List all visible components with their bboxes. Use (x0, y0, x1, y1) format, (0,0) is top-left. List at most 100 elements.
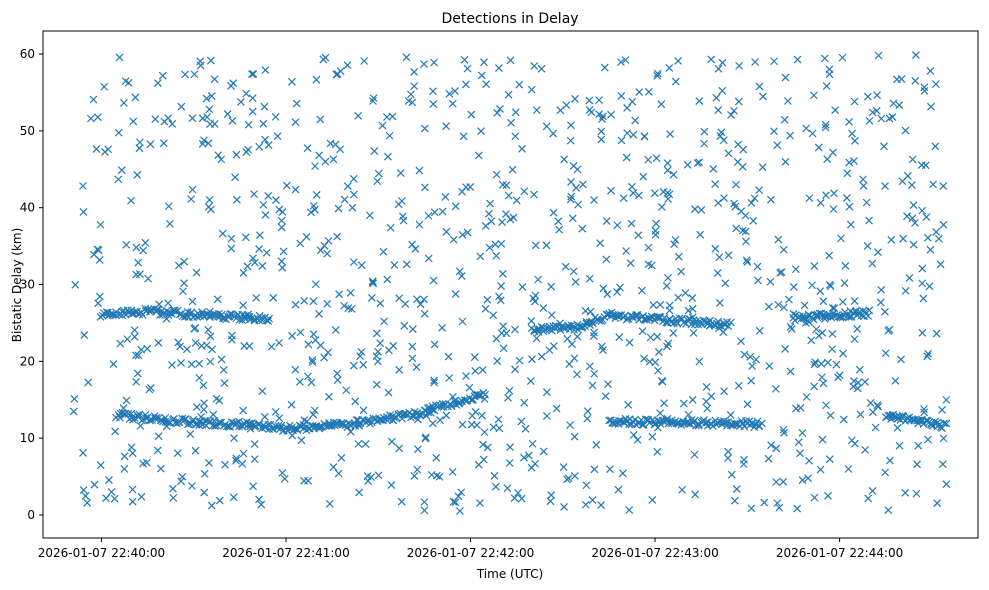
data-point (767, 441, 776, 450)
data-point (658, 377, 667, 386)
data-point (195, 359, 204, 368)
data-point (821, 123, 830, 132)
data-point (110, 494, 119, 503)
data-point (273, 132, 282, 141)
data-point (545, 322, 554, 331)
data-point (826, 282, 835, 291)
data-point (410, 67, 419, 76)
data-point (942, 395, 951, 404)
data-point (404, 97, 413, 105)
data-point (911, 219, 919, 227)
data-point (504, 90, 513, 99)
data-point (177, 102, 186, 111)
data-point (859, 181, 868, 190)
data-point (515, 80, 524, 89)
data-point (634, 231, 643, 240)
data-point (442, 411, 451, 420)
data-point (188, 114, 197, 123)
data-point (669, 170, 678, 179)
data-point (648, 432, 657, 441)
data-point (881, 307, 889, 316)
data-point (372, 352, 381, 361)
data-point (192, 403, 201, 411)
data-point (823, 358, 832, 367)
data-point (920, 408, 929, 417)
x-tick-label: 2026-01-07 22:43:00 (591, 546, 718, 560)
data-point (665, 190, 674, 199)
data-point (252, 293, 261, 302)
data-point (506, 443, 514, 452)
data-point (411, 244, 420, 253)
data-point (227, 244, 236, 253)
data-point (703, 404, 712, 413)
data-point (414, 445, 422, 454)
data-point (530, 297, 539, 306)
data-point (340, 301, 349, 310)
data-point (374, 471, 383, 480)
data-point (80, 331, 89, 340)
data-point (842, 193, 851, 202)
data-point (261, 210, 270, 219)
data-point (346, 288, 355, 297)
data-point (596, 239, 605, 248)
data-point (590, 328, 598, 337)
data-point (485, 243, 494, 252)
data-point (865, 306, 874, 315)
data-point (874, 51, 883, 60)
data-point (260, 412, 269, 421)
data-point (249, 482, 258, 491)
data-point (323, 299, 332, 308)
data-point (721, 279, 730, 288)
data-point (617, 136, 626, 145)
data-point (505, 386, 514, 395)
data-point (786, 323, 795, 331)
data-point (549, 208, 558, 217)
data-point (816, 198, 825, 207)
data-point (213, 295, 222, 304)
data-point (206, 56, 215, 65)
data-point (754, 276, 762, 285)
data-point (210, 120, 219, 128)
data-point (726, 411, 735, 419)
data-point (232, 150, 241, 159)
data-point (674, 56, 682, 65)
data-point (438, 400, 447, 408)
data-point (720, 387, 729, 396)
data-point (669, 329, 678, 337)
data-point (174, 261, 183, 270)
data-point (499, 344, 508, 353)
data-point (395, 294, 404, 303)
data-point (518, 283, 527, 291)
data-point (563, 475, 571, 484)
data-point (119, 99, 128, 107)
data-point (887, 235, 896, 244)
data-point (560, 155, 569, 164)
data-point (239, 269, 248, 277)
data-point (595, 110, 604, 119)
data-point (251, 422, 260, 430)
data-point (942, 419, 951, 428)
data-point (424, 254, 433, 263)
data-point (899, 234, 908, 243)
data-point (517, 494, 526, 503)
data-point (936, 260, 945, 269)
data-point (566, 136, 575, 145)
data-point (408, 342, 417, 351)
data-point (542, 412, 551, 420)
data-point (423, 404, 432, 413)
data-point (323, 249, 332, 258)
data-point (438, 207, 447, 216)
data-point (743, 400, 752, 409)
data-point (209, 410, 218, 419)
data-point (421, 183, 429, 192)
data-point (742, 256, 751, 265)
data-point (445, 374, 454, 382)
data-point (865, 216, 873, 225)
data-point (671, 77, 680, 86)
data-point (235, 422, 244, 431)
data-point (601, 392, 610, 401)
data-point (164, 299, 172, 308)
data-point (800, 301, 809, 310)
data-point (104, 145, 113, 154)
data-point (707, 55, 716, 64)
